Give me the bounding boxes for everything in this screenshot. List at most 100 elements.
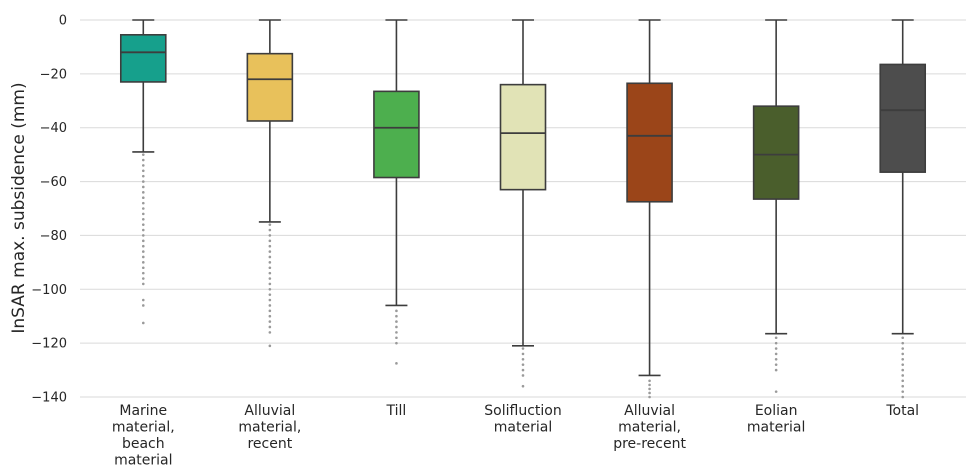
outlier-point	[268, 298, 272, 302]
outlier-point	[268, 282, 272, 286]
outlier-point	[648, 391, 651, 395]
outlier-point	[268, 304, 272, 307]
outlier-point	[901, 368, 905, 372]
outlier-point	[774, 358, 778, 361]
outlier-point	[395, 341, 398, 345]
outlier-point	[268, 266, 272, 270]
outlier-point	[648, 387, 651, 391]
x-category-label: pre-recent	[613, 436, 686, 452]
outlier-point	[395, 325, 398, 329]
x-category-label: Marine	[119, 403, 167, 419]
outlier-point	[901, 336, 905, 340]
outlier-point	[901, 363, 905, 366]
outlier-point	[141, 207, 145, 210]
outlier-point	[901, 347, 905, 350]
outlier-point	[268, 331, 272, 334]
outlier-point	[521, 352, 525, 356]
outlier-point	[141, 321, 145, 325]
outlier-point	[141, 180, 145, 183]
x-category-label: recent	[247, 436, 292, 452]
box-iqr	[752, 105, 800, 200]
outlier-point	[141, 298, 145, 302]
x-category-label: material	[494, 420, 552, 436]
outlier-point	[141, 164, 145, 167]
outlier-point	[141, 266, 145, 270]
outlier-point	[141, 277, 145, 280]
box-group	[246, 19, 294, 348]
outlier-point	[901, 379, 905, 383]
outlier-point	[141, 255, 145, 259]
outlier-point	[774, 363, 778, 366]
x-category-label: Alluvial	[244, 403, 295, 419]
outlier-point	[268, 261, 272, 264]
outlier-point	[521, 358, 525, 361]
box-group	[879, 19, 927, 399]
y-tick-label: −40	[40, 121, 67, 136]
outlier-point	[521, 363, 525, 366]
outlier-point	[395, 314, 398, 318]
outlier-point	[268, 271, 272, 275]
outlier-point	[268, 255, 272, 259]
outlier-point	[901, 341, 905, 345]
x-category-label: beach	[122, 436, 165, 452]
x-category-label: material	[747, 420, 805, 436]
x-category-label: Alluvial	[624, 403, 675, 419]
outlier-point	[268, 325, 272, 329]
outlier-point	[141, 244, 145, 248]
outlier-point	[648, 379, 651, 383]
outlier-point	[521, 347, 525, 350]
outlier-point	[268, 293, 272, 296]
outlier-point	[141, 191, 145, 194]
outlier-point	[141, 196, 145, 200]
box-iqr	[879, 63, 927, 173]
outlier-point	[141, 153, 145, 156]
outlier-point	[141, 234, 145, 237]
box-iqr	[626, 82, 673, 203]
outlier-point	[141, 250, 145, 253]
x-category-labels: Marinematerial,beachmaterialAlluvialmate…	[112, 403, 919, 469]
outlier-point	[774, 390, 778, 393]
outlier-point	[141, 212, 145, 216]
outlier-point	[521, 374, 525, 377]
outlier-point	[774, 341, 778, 345]
outlier-point	[268, 320, 272, 323]
y-tick-label: −20	[40, 67, 67, 82]
box-layer	[119, 19, 927, 399]
box-iqr	[246, 52, 294, 122]
outlier-point	[901, 352, 905, 356]
y-tick-labels: 0 −20 −40 −60 −80 −100 −120 −140	[31, 14, 67, 406]
box-iqr	[499, 83, 547, 191]
outlier-point	[141, 158, 145, 162]
outlier-point	[521, 368, 525, 372]
outlier-point	[268, 250, 272, 253]
outlier-point	[268, 309, 272, 313]
box-group	[626, 19, 673, 399]
x-category-label: Solifluction	[484, 403, 561, 419]
x-category-label: material,	[112, 420, 175, 436]
outlier-point	[268, 277, 272, 280]
outlier-point	[268, 287, 272, 291]
x-category-label: material	[114, 453, 172, 469]
box-iqr	[373, 90, 420, 179]
outlier-point	[268, 234, 272, 237]
box-group	[119, 19, 167, 325]
outlier-point	[395, 331, 398, 334]
x-category-label: Total	[885, 403, 919, 419]
outlier-point	[901, 358, 905, 361]
x-category-label: material,	[238, 420, 301, 436]
outlier-point	[141, 228, 145, 232]
y-tick-label: −100	[31, 283, 67, 298]
outlier-point	[395, 362, 398, 365]
outlier-point	[395, 309, 398, 313]
y-tick-label: 0	[59, 14, 67, 29]
outlier-point	[141, 174, 145, 178]
outlier-point	[901, 374, 905, 377]
outlier-point	[395, 336, 398, 340]
outlier-point	[141, 282, 145, 286]
outlier-point	[774, 368, 778, 372]
outlier-point	[268, 228, 272, 232]
y-axis-title: InSAR max. subsidence (mm)	[9, 82, 29, 333]
outlier-point	[521, 384, 525, 388]
